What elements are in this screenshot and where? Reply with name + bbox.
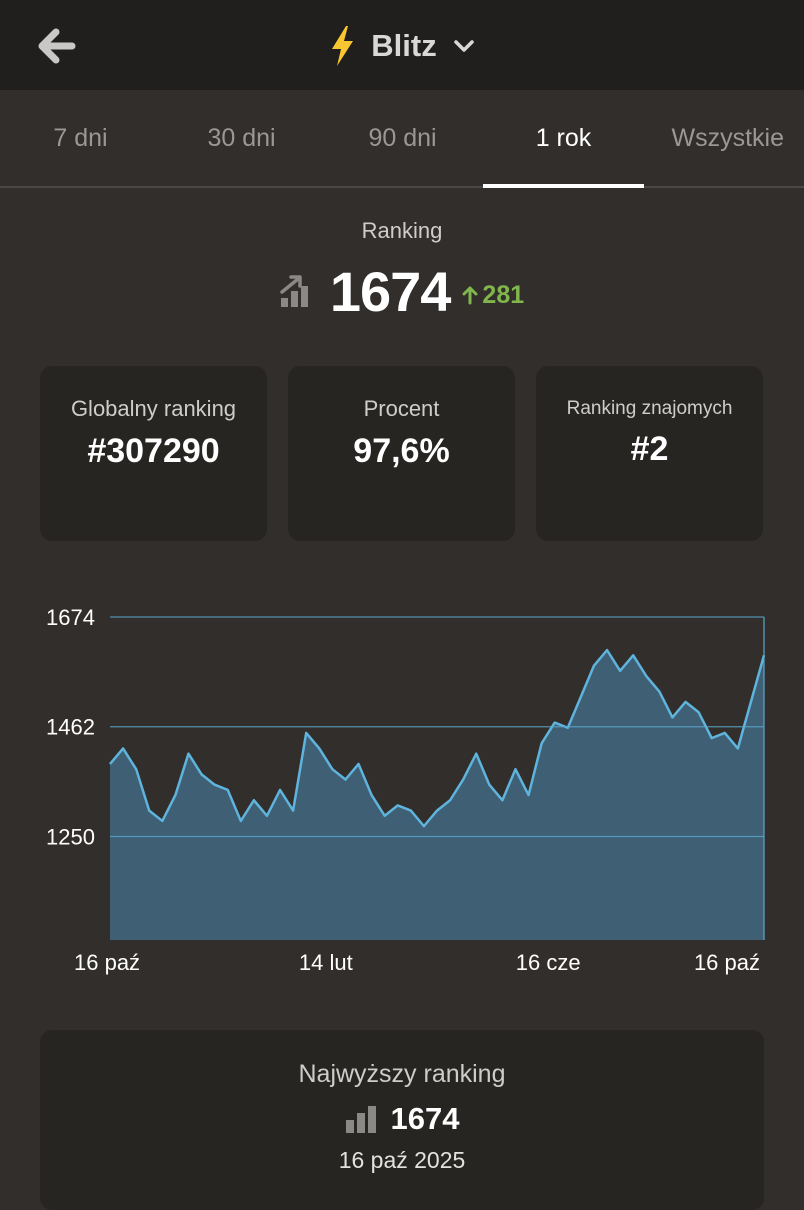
rating-change: 281 — [462, 281, 524, 310]
chart-area — [110, 650, 764, 940]
arrow-up-icon — [462, 286, 478, 305]
x-tick-label: 16 paź — [74, 950, 140, 975]
best-rating-row: 1674 — [40, 1101, 764, 1137]
stat-label: Globalny ranking — [70, 396, 237, 421]
top-bar: Blitz — [0, 0, 804, 90]
stat-value: #2 — [630, 430, 669, 468]
tab-7-days[interactable]: 7 dni — [53, 123, 108, 152]
stat-label: Ranking znajomych — [566, 398, 733, 419]
game-mode-selector[interactable]: Blitz — [0, 22, 804, 70]
tab-90-days[interactable]: 90 dni — [368, 123, 437, 152]
global-rank-card[interactable]: Globalny ranking #307290 — [40, 366, 267, 541]
lightning-icon — [332, 26, 354, 66]
x-tick-label: 16 cze — [516, 950, 581, 975]
stat-value: 97,6% — [353, 432, 450, 470]
rating-value: 1674 — [329, 259, 452, 323]
page-title: Blitz — [371, 28, 437, 63]
chart-line — [109, 648, 766, 828]
arrow-left-icon — [38, 28, 76, 64]
rating-label: Ranking — [361, 218, 443, 243]
y-tick-label: 1250 — [46, 824, 95, 849]
percentile-card[interactable]: Procent 97,6% — [288, 366, 515, 541]
rating-trend-icon — [280, 275, 308, 307]
tab-all[interactable]: Wszystkie — [671, 124, 785, 152]
chevron-down-icon — [453, 40, 474, 52]
bar-chart-icon — [345, 1106, 376, 1133]
best-rating-date: 16 paź 2025 — [338, 1147, 466, 1173]
y-tick-label: 1462 — [46, 715, 95, 740]
back-button[interactable] — [34, 26, 78, 66]
x-tick-label: 16 paź — [694, 950, 760, 975]
stat-value: #307290 — [87, 432, 220, 470]
rating-chart[interactable]: 1674 1462 1250 16 paź 14 lut 16 cze 16 paź — [0, 590, 804, 990]
tab-30-days[interactable]: 30 dni — [207, 123, 276, 152]
best-rating-value: 1674 — [390, 1101, 460, 1136]
rating-row: 1674 281 — [0, 258, 804, 324]
stat-label: Procent — [363, 396, 440, 421]
best-rating-label: Najwyższy ranking — [298, 1060, 506, 1088]
tab-1-year[interactable]: 1 rok — [483, 90, 644, 188]
friends-rank-card[interactable]: Ranking znajomych #2 — [536, 366, 763, 541]
y-tick-label: 1674 — [46, 605, 95, 630]
x-tick-label: 14 lut — [299, 950, 353, 975]
best-rating-card: Najwyższy ranking 1674 16 paź 2025 — [40, 1030, 764, 1210]
time-range-tabs: 7 dni 30 dni 90 dni 1 rok Wszystkie — [0, 90, 804, 188]
